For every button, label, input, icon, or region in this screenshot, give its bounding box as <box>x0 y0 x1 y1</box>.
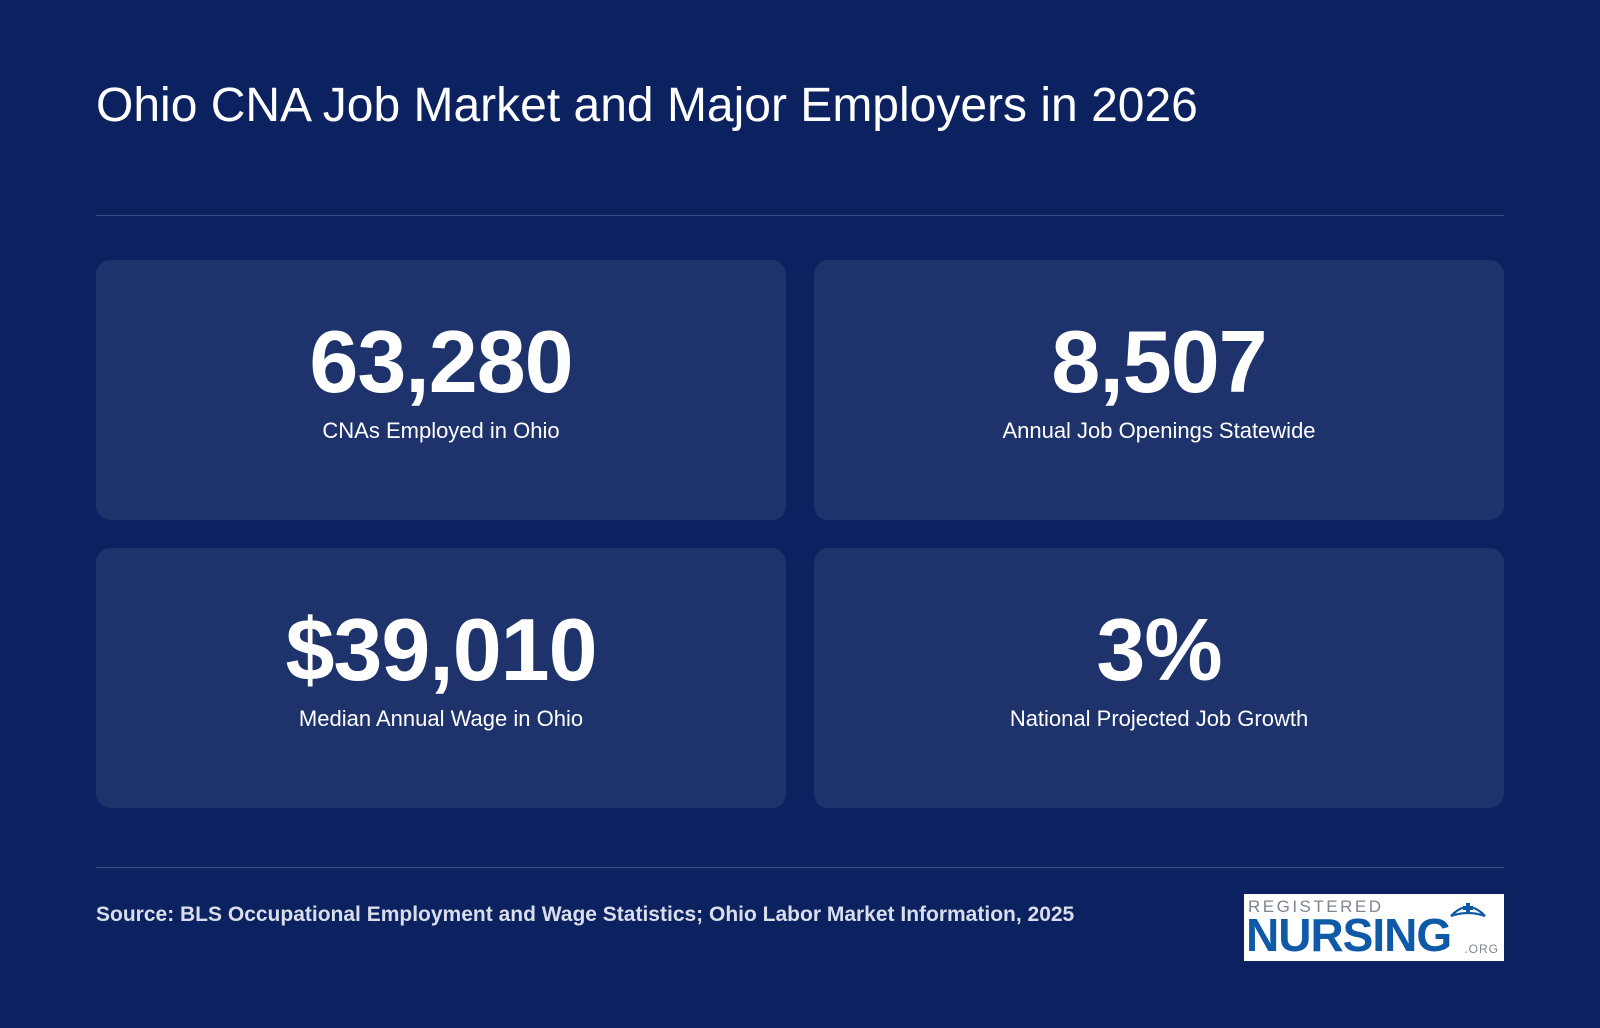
stat-label: National Projected Job Growth <box>1009 706 1309 731</box>
stat-card-job-openings: 8,507 Annual Job Openings Statewide <box>814 260 1504 520</box>
stat-value: 8,507 <box>1051 312 1267 411</box>
stat-card-cnas-employed: 63,280 CNAs Employed in Ohio <box>96 260 786 520</box>
source-note: Source: BLS Occupational Employment and … <box>96 903 1075 926</box>
logo-top-text: REGISTERED <box>1248 897 1384 916</box>
stat-label: Annual Job Openings Statewide <box>1002 418 1316 443</box>
registered-nursing-logo: REGISTERED NURSING .ORG <box>1244 894 1504 961</box>
logo-main-text: NURSING <box>1246 909 1452 961</box>
stat-card-median-wage: $39,010 Median Annual Wage in Ohio <box>96 548 786 808</box>
nurse-cap-icon <box>1450 903 1486 918</box>
bottom-divider <box>96 867 1504 868</box>
stats-grid: 63,280 CNAs Employed in Ohio 8,507 Annua… <box>96 260 1504 808</box>
stat-value: 63,280 <box>309 312 573 411</box>
page-title: Ohio CNA Job Market and Major Employers … <box>96 79 1198 132</box>
stat-label: CNAs Employed in Ohio <box>322 418 560 443</box>
stat-label: Median Annual Wage in Ohio <box>298 706 584 731</box>
logo-suffix-text: .ORG <box>1464 942 1499 956</box>
stat-value: $39,010 <box>285 600 597 699</box>
stat-card-job-growth: 3% National Projected Job Growth <box>814 548 1504 808</box>
stat-value: 3% <box>1096 600 1222 699</box>
top-divider <box>96 215 1504 216</box>
